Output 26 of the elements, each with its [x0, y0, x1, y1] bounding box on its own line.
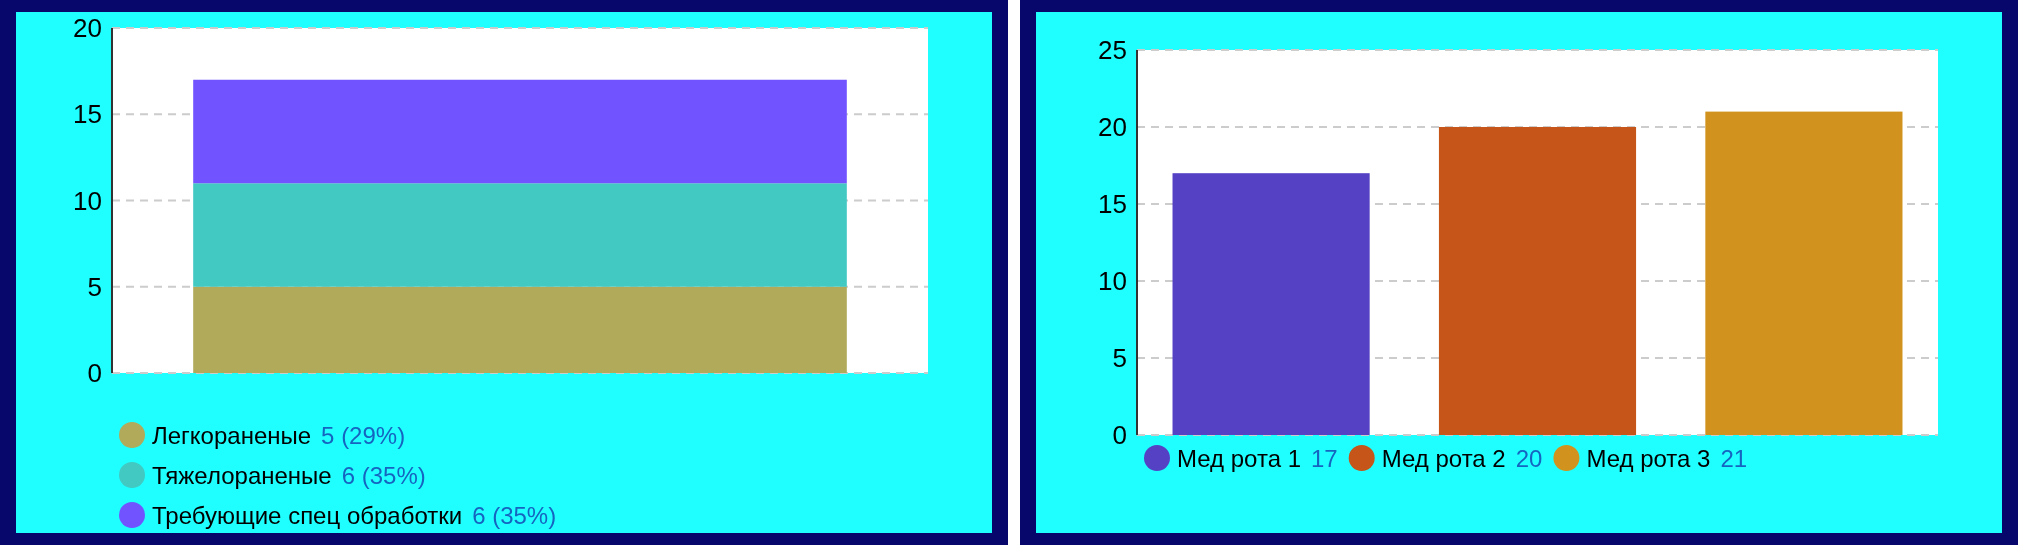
- legend-label: Мед рота 2: [1381, 444, 1506, 472]
- y-tick-label: 10: [73, 185, 102, 216]
- y-tick-label: 20: [73, 13, 102, 43]
- y-tick-label: 15: [73, 99, 102, 130]
- y-tick-label: 5: [1112, 343, 1127, 373]
- legend-label: Мед рота 3: [1586, 444, 1711, 472]
- y-tick-label: 0: [1112, 420, 1127, 450]
- y-tick-label: 10: [1098, 266, 1127, 296]
- text: 6 (35%): [341, 461, 426, 489]
- data-label: 21: [1720, 444, 1748, 472]
- data-label: 20: [1515, 444, 1543, 472]
- text: 6 (35%): [472, 501, 557, 529]
- y-tick-label: 15: [1098, 189, 1127, 219]
- legend-label: Требующие спец обработки: [152, 501, 463, 529]
- y-tick-label: 20: [1098, 112, 1127, 142]
- legend-label: Мед рота 1: [1177, 444, 1302, 472]
- bar: [193, 286, 847, 373]
- y-tick-label: 25: [1098, 35, 1127, 65]
- legend-label: Тяжелораненые: [152, 461, 332, 489]
- y-tick-label: 5: [87, 271, 102, 302]
- data-label: 17: [1311, 444, 1338, 472]
- text: 5 (29%): [321, 421, 406, 449]
- bar: [193, 183, 847, 287]
- y-tick-label: 0: [87, 358, 102, 388]
- legend-label: Легкораненые: [152, 421, 312, 449]
- bar: [193, 79, 847, 184]
